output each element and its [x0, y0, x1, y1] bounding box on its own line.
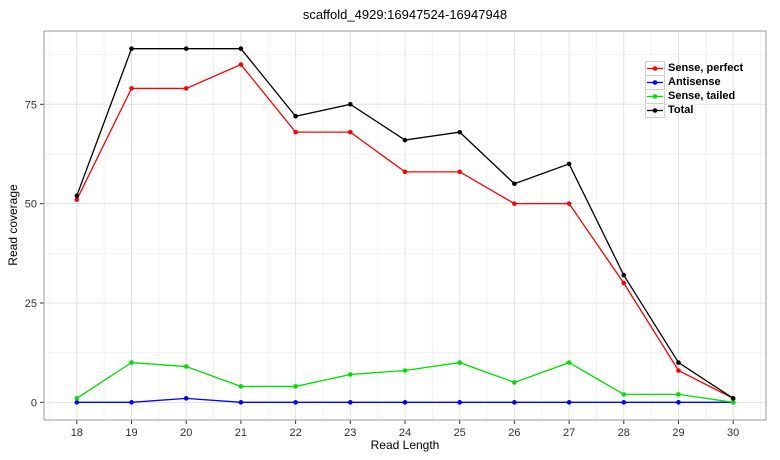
- x-axis-label: Read Length: [370, 438, 440, 452]
- x-tick-label: 27: [563, 427, 575, 439]
- legend-item-antisense: Antisense: [645, 75, 743, 90]
- data-point-total: [402, 137, 408, 143]
- x-tick-label: 26: [508, 427, 520, 439]
- legend-key-icon: [645, 61, 665, 76]
- data-point-sense-perfect: [402, 169, 408, 175]
- data-point-sense-tailed: [512, 380, 517, 385]
- x-tick-label: 19: [125, 427, 137, 439]
- data-point-sense-tailed: [566, 360, 572, 365]
- legend-label: Total: [668, 104, 694, 116]
- data-point-antisense: [566, 400, 572, 405]
- data-point-total: [183, 46, 189, 51]
- data-point-antisense: [74, 400, 80, 405]
- x-tick-label: 30: [727, 427, 739, 439]
- legend-item-sense-tailed: Sense, tailed: [645, 89, 743, 104]
- data-point-antisense: [402, 400, 408, 405]
- data-point-total: [348, 102, 353, 107]
- data-point-sense-tailed: [348, 372, 353, 377]
- data-point-antisense: [676, 400, 681, 405]
- data-point-antisense: [183, 396, 189, 401]
- legend-key-icon: [645, 75, 665, 90]
- data-point-antisense: [238, 400, 244, 405]
- y-tick-label: 50: [25, 199, 37, 211]
- data-point-sense-tailed: [621, 392, 627, 397]
- data-point-antisense: [129, 400, 134, 405]
- data-point-sense-tailed: [183, 364, 189, 369]
- legend-label: Sense, perfect: [668, 62, 744, 74]
- y-tick-label: 25: [25, 298, 37, 310]
- data-point-sense-tailed: [730, 400, 736, 405]
- data-point-sense-tailed: [457, 360, 462, 365]
- x-tick-label: 23: [344, 427, 356, 439]
- legend: Sense, perfect Antisense Sense, tailed Tota…: [645, 61, 743, 118]
- legend-label: Antisense: [668, 76, 721, 88]
- panel-border: [43, 30, 767, 421]
- data-point-antisense: [457, 400, 462, 405]
- data-point-sense-tailed: [74, 396, 80, 401]
- x-tick-label: 25: [454, 427, 466, 439]
- x-tick-label: 21: [235, 427, 247, 439]
- data-point-total: [566, 161, 572, 167]
- data-point-sense-perfect: [183, 86, 189, 91]
- legend-item-sense-perfect: Sense, perfect: [645, 61, 743, 76]
- data-point-total: [730, 396, 736, 401]
- data-point-sense-tailed: [129, 360, 134, 365]
- data-point-antisense: [621, 400, 627, 405]
- data-point-sense-perfect: [621, 280, 627, 286]
- chart-title: scaffold_4929:16947524-16947948: [302, 7, 508, 22]
- data-point-sense-perfect: [566, 201, 572, 206]
- y-tick-label: 0: [31, 397, 37, 409]
- x-tick-label: 28: [618, 427, 630, 439]
- data-point-antisense: [293, 400, 298, 405]
- data-point-sense-perfect: [348, 129, 353, 135]
- x-tick-label: 29: [672, 427, 684, 439]
- data-point-sense-tailed: [402, 368, 408, 373]
- y-tick-label: 75: [25, 99, 37, 111]
- data-point-total: [293, 113, 298, 119]
- data-point-total: [621, 272, 627, 278]
- data-point-sense-perfect: [457, 169, 462, 175]
- legend-key-icon: [645, 103, 665, 118]
- data-point-sense-perfect: [293, 129, 298, 135]
- x-tick-label: 20: [180, 427, 192, 439]
- legend-label: Sense, tailed: [668, 90, 736, 102]
- data-point-sense-perfect: [512, 201, 517, 206]
- data-point-total: [512, 181, 517, 187]
- data-point-total: [238, 46, 244, 51]
- data-point-sense-perfect: [74, 197, 80, 202]
- data-point-antisense: [512, 400, 517, 405]
- data-point-total: [129, 46, 134, 51]
- x-tick-label: 24: [399, 427, 411, 439]
- x-tick-label: 22: [289, 427, 301, 439]
- data-point-sense-perfect: [238, 62, 244, 67]
- data-point-total: [74, 193, 80, 198]
- data-point-antisense: [348, 400, 353, 405]
- legend-key-icon: [645, 89, 665, 104]
- data-point-total: [457, 129, 462, 135]
- data-point-sense-tailed: [293, 384, 298, 389]
- legend-item-total: Total: [645, 103, 743, 118]
- data-point-sense-perfect: [676, 368, 681, 373]
- x-tick-label: 18: [71, 427, 83, 439]
- data-point-total: [676, 360, 681, 365]
- y-axis-label: Read coverage: [6, 184, 20, 266]
- data-point-sense-tailed: [676, 392, 681, 397]
- data-point-sense-tailed: [238, 384, 244, 389]
- data-point-sense-perfect: [129, 86, 134, 91]
